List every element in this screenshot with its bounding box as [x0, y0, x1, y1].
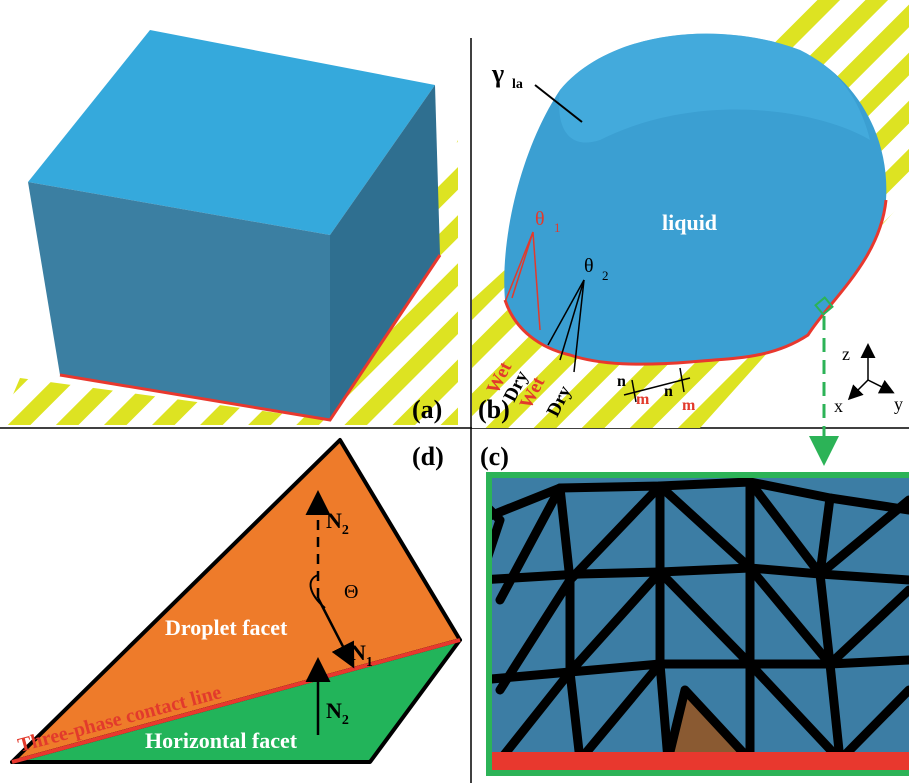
panel-b-label: (b) [478, 395, 510, 424]
panel-d: (d) N2 N1 Θ Droplet facet N2 Three-phase… [10, 438, 462, 764]
n2-upper-label: N2 [326, 508, 349, 538]
liquid-label: liquid [662, 210, 717, 235]
n1-label: N1 [350, 640, 373, 670]
axis-x-line [847, 379, 869, 401]
contact-line-d [11, 638, 461, 764]
cube-contact-line [59, 254, 442, 422]
theta2-symbol: θ [584, 255, 594, 277]
mesh-contact-line [492, 752, 909, 770]
gamma-symbol: γ [491, 59, 504, 88]
cube-side-face [330, 85, 440, 420]
mesh-area [492, 478, 909, 770]
gamma-leader [534, 84, 583, 123]
droplet-facet-label: Droplet facet [165, 615, 288, 640]
striped-floor-a [0, 255, 458, 425]
n1-vector [316, 597, 355, 669]
theta-arc [309, 574, 326, 609]
panel-c: (c) [480, 442, 909, 776]
droplet-highlight [559, 33, 870, 143]
nm-bar-1 [623, 377, 691, 396]
panel-b: γ la liquid θ 1 θ 2 Wet Dry Wet Dry n m … [472, 0, 909, 428]
theta1-leader-2 [511, 231, 534, 299]
nm-tick-2 [679, 367, 685, 393]
n-label-1: n [617, 373, 626, 390]
theta1-leader-1 [504, 231, 534, 303]
theta1-symbol: θ [535, 208, 545, 230]
theta1-subscript: 1 [554, 220, 561, 235]
big-theta-label: Θ [344, 581, 358, 603]
panel-c-label: (c) [480, 442, 509, 471]
axis-y-label: y [894, 394, 903, 414]
theta2-subscript: 2 [602, 268, 609, 283]
theta2-leader-3 [573, 279, 585, 373]
theta2-leader-2 [559, 279, 585, 361]
panel-d-label: (d) [412, 442, 444, 471]
horizontal-facet-label: Horizontal facet [145, 728, 298, 753]
n2-lower-label: N2 [326, 698, 349, 728]
cube-top-face [28, 30, 435, 235]
n-label-2: n [664, 383, 673, 400]
droplet-contact-line [503, 199, 888, 366]
zoom-box [814, 296, 834, 316]
axis-x-label: x [834, 396, 843, 416]
nm-tick-1 [631, 379, 637, 403]
theta1-leader-3 [532, 231, 541, 331]
m-label-2: m [682, 397, 696, 414]
panel-a-label: (a) [412, 395, 442, 424]
axis-y-line [867, 379, 895, 394]
gamma-subscript: la [512, 77, 523, 92]
theta2-leader-1 [547, 279, 585, 346]
panel-a: (a) [0, 30, 458, 425]
mesh-grid [492, 478, 909, 765]
m-label-1: m [636, 391, 650, 408]
cube-front-face [28, 182, 330, 420]
axis-z-label: z [842, 344, 850, 364]
